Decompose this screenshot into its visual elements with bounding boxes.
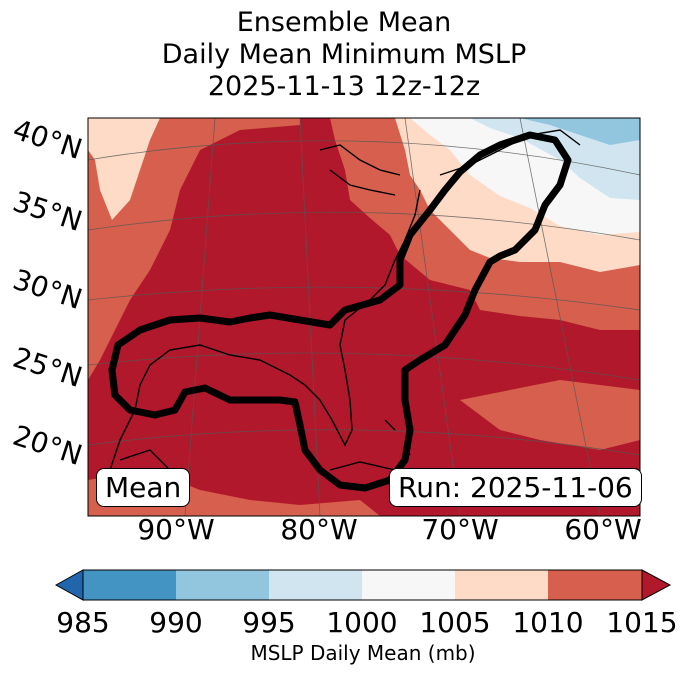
great-lakes	[319, 144, 401, 196]
cbar-tick-1005: 1005	[419, 606, 491, 639]
lat-line-35	[88, 140, 640, 176]
colorbar-extend-high	[641, 569, 672, 601]
title-line-1: Ensemble Mean	[236, 7, 452, 38]
lon-label-60: 60°W	[564, 513, 642, 546]
title-line-2: Daily Mean Minimum MSLP	[161, 39, 527, 70]
cbar-tick-1010: 1010	[512, 606, 584, 639]
colorbar-extend-low	[54, 569, 84, 601]
ensemble-contour	[108, 131, 572, 492]
mslp-field-1005-1010-se	[460, 380, 640, 450]
colorbar-seg-985	[83, 570, 176, 600]
colorbar-seg-1005	[455, 570, 548, 600]
run-label-box: Run: 2025-11-06	[389, 468, 642, 507]
lon-line-70	[404, 118, 461, 516]
mslp-field-1005-1010	[88, 118, 300, 380]
colorbar-seg-990	[176, 570, 269, 600]
colorbar-seg-995	[269, 570, 362, 600]
cbar-tick-1000: 1000	[326, 606, 398, 639]
map-frame	[87, 117, 641, 517]
mean-label-box: Mean	[96, 468, 191, 507]
lon-label-80: 80°W	[280, 513, 358, 546]
lat-line-30	[88, 211, 640, 241]
lon-label-70: 70°W	[421, 513, 499, 546]
lat-line-15	[88, 429, 640, 456]
lon-line-80	[299, 118, 321, 516]
mslp-field-blue	[520, 118, 640, 145]
lat-line-20	[88, 352, 640, 381]
cbar-tick-985: 985	[56, 606, 110, 639]
colorbar-label: MSLP Daily Mean (mb)	[250, 641, 476, 665]
cbar-tick-995: 995	[242, 606, 296, 639]
lat-line-25	[88, 286, 640, 311]
cbar-tick-990: 990	[149, 606, 203, 639]
colorbar-seg-1010	[548, 570, 642, 600]
graticule	[88, 118, 640, 516]
colorbar-seg-1000	[362, 570, 455, 600]
lon-line-60	[519, 118, 601, 516]
title-line-3: 2025-11-13 12z-12z	[207, 71, 481, 102]
lon-label-90: 90°W	[137, 513, 215, 546]
gulf-coast	[104, 344, 306, 501]
colorbar-frame	[82, 569, 643, 601]
cbar-tick-1015: 1015	[606, 606, 678, 639]
mslp-field-light-west	[88, 118, 160, 220]
